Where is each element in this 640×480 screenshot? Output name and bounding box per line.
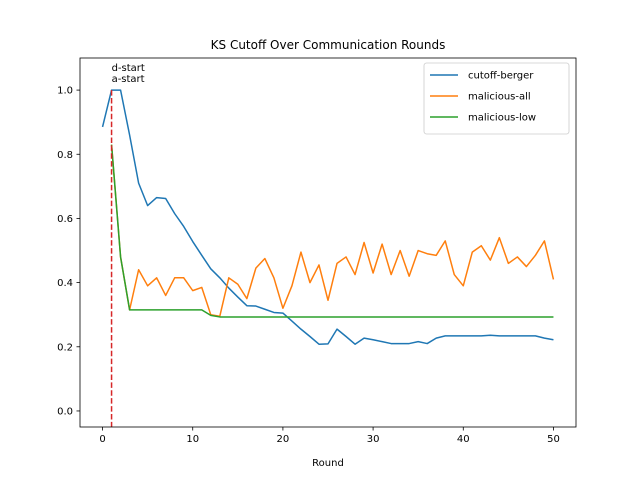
legend-box bbox=[423, 62, 570, 135]
x-tick-label: 50 bbox=[547, 434, 560, 445]
legend-label-malicious-all: malicious-all bbox=[468, 92, 531, 103]
y-tick-label: 0.6 bbox=[57, 214, 73, 225]
y-tick-label: 0.8 bbox=[57, 150, 73, 161]
x-tick-label: 0 bbox=[99, 434, 105, 445]
y-tick-label: 1.0 bbox=[57, 86, 73, 97]
legend: cutoff-berger malicious-all malicious-low bbox=[423, 62, 570, 135]
series-line-cutoff-berger bbox=[101, 89, 554, 345]
y-tick-label: 0.0 bbox=[57, 406, 73, 417]
series-line-malicious-low bbox=[110, 144, 554, 318]
x-tick-label: 40 bbox=[457, 434, 470, 445]
plot-frame bbox=[79, 57, 577, 428]
x-axis-label: Round bbox=[312, 458, 344, 469]
y-tick-label: 0.2 bbox=[57, 342, 73, 353]
legend-label-cutoff-berger: cutoff-berger bbox=[468, 71, 534, 82]
x-tick-label: 30 bbox=[367, 434, 380, 445]
x-tick-label: 20 bbox=[277, 434, 290, 445]
annotation-a-start: a-start bbox=[112, 74, 145, 85]
plot-lines bbox=[101, 89, 555, 345]
x-tick-label: 10 bbox=[186, 434, 199, 445]
legend-label-malicious-low: malicious-low bbox=[468, 113, 536, 124]
y-axis: 0.0 0.2 0.4 0.6 0.8 1.0 bbox=[57, 86, 80, 417]
x-axis: 0 10 20 30 40 50 bbox=[99, 427, 560, 445]
series-line-malicious-all bbox=[110, 144, 555, 318]
y-tick-label: 0.4 bbox=[57, 278, 73, 289]
chart-title: KS Cutoff Over Communication Rounds bbox=[211, 38, 446, 52]
annotation-d-start: d-start bbox=[112, 63, 145, 74]
